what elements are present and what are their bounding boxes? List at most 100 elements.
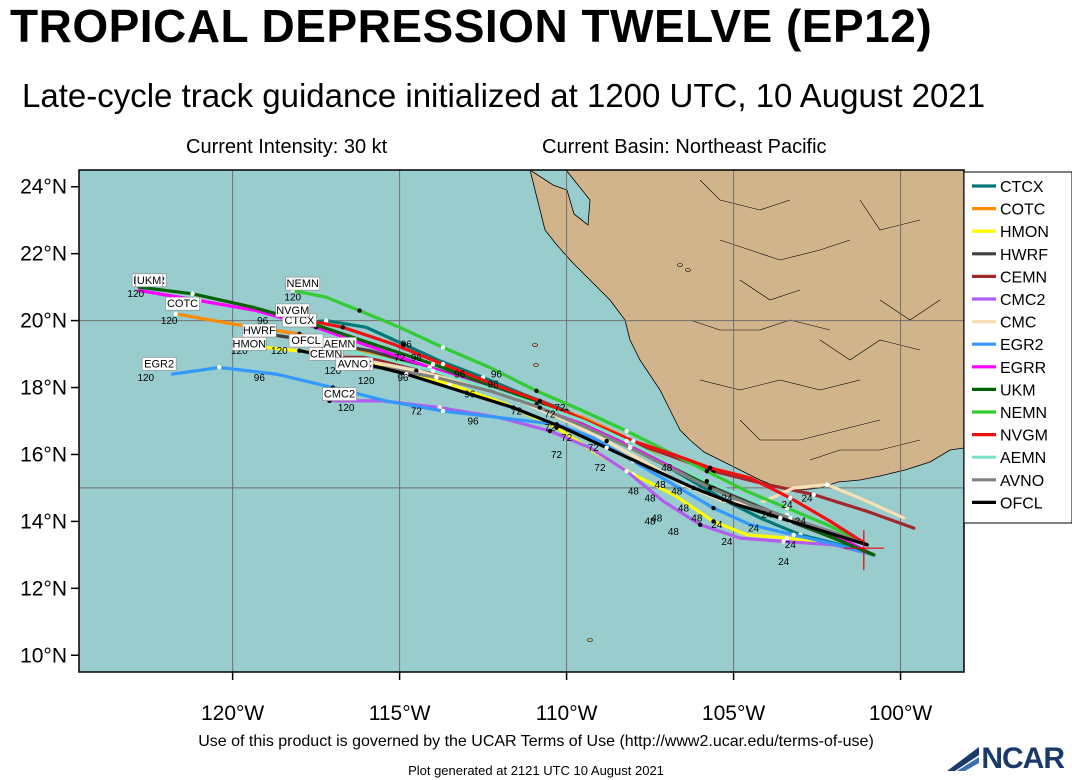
island-2 bbox=[532, 343, 538, 347]
model-label-cmc2: CMC2 bbox=[324, 389, 355, 401]
track-point-cmc bbox=[824, 482, 830, 487]
x-tick-label: 105°W bbox=[702, 702, 765, 725]
track-point-hmon bbox=[784, 535, 790, 541]
model-label-cotc: COTC bbox=[167, 298, 198, 310]
track-point-cmc2 bbox=[697, 522, 703, 527]
track-point-nvgm bbox=[788, 495, 793, 501]
track-point-cemn bbox=[811, 492, 816, 497]
track-point-aemn bbox=[430, 368, 436, 373]
legend-label-cemn: CEMN bbox=[1000, 269, 1047, 286]
track-point-cotc bbox=[173, 311, 179, 317]
model-label-ctcx: CTCX bbox=[284, 315, 315, 327]
track-point-ofcl bbox=[404, 371, 409, 377]
x-tick-label: 100°W bbox=[869, 702, 932, 725]
track-point-hmon bbox=[711, 519, 716, 524]
track-egr2 bbox=[170, 365, 876, 557]
track-point-nvgm bbox=[537, 398, 543, 404]
track-point-egr2 bbox=[440, 408, 446, 414]
legend-label-ofcl: OFCL bbox=[1000, 495, 1043, 512]
model-label-box-nvgm bbox=[275, 303, 311, 318]
hour-label: 24 bbox=[748, 523, 760, 534]
track-point-ctcx bbox=[400, 341, 406, 347]
legend-label-nemn: NEMN bbox=[1000, 405, 1047, 422]
hour-label: 96 bbox=[464, 390, 476, 401]
hour-label: 48 bbox=[655, 480, 667, 491]
y-tick-label: 20°N bbox=[20, 310, 67, 333]
y-tick-label: 12°N bbox=[20, 577, 67, 600]
hour-label: 120 bbox=[271, 346, 288, 357]
terms-of-use: Use of this product is governed by the U… bbox=[198, 733, 874, 750]
model-label-nvgm: NVGM bbox=[276, 305, 309, 317]
page-title: TROPICAL DEPRESSION TWELVE (EP12) bbox=[10, 0, 933, 52]
track-point-nvgm bbox=[340, 325, 346, 330]
track-point-ukm bbox=[190, 291, 195, 297]
hour-label: 120 bbox=[358, 376, 375, 387]
model-label-box-ofcl bbox=[288, 333, 324, 348]
model-label-box-egr2 bbox=[141, 357, 177, 371]
hour-label: 24 bbox=[721, 537, 733, 548]
ncar-logo-icon bbox=[947, 747, 980, 771]
track-point-cmc bbox=[414, 368, 419, 373]
legend-label-ukm: UKM bbox=[1000, 382, 1036, 399]
legend-label-cmc: CMC bbox=[1000, 315, 1036, 332]
model-label-egr2: EGR2 bbox=[144, 358, 174, 370]
y-tick-label: 16°N bbox=[20, 443, 67, 466]
axis-ticks bbox=[71, 185, 902, 680]
track-point-nvgm bbox=[440, 361, 446, 367]
hour-label: 24 bbox=[785, 540, 797, 551]
grid-lines bbox=[79, 170, 964, 672]
track-point-nemn bbox=[704, 469, 710, 474]
legend-label-egrr: EGRR bbox=[1000, 360, 1046, 377]
x-tick-label: 110°W bbox=[536, 702, 598, 725]
model-label-box-avno bbox=[335, 357, 371, 371]
track-point-aemn bbox=[704, 479, 710, 484]
hour-label: 96 bbox=[254, 373, 266, 384]
hour-label: 96 bbox=[454, 369, 466, 380]
legend-label-hmon: HMON bbox=[1000, 224, 1049, 241]
model-label-hwrf: HWRF bbox=[243, 325, 276, 337]
track-point-nemn bbox=[534, 388, 539, 394]
hour-label: 72 bbox=[561, 433, 573, 444]
y-tick-label: 18°N bbox=[20, 377, 67, 400]
track-point-egr2 bbox=[791, 532, 796, 537]
hour-label: 72 bbox=[588, 443, 600, 454]
hour-label: 96 bbox=[488, 380, 500, 391]
current-basin: Current Basin: Northeast Pacific bbox=[542, 136, 827, 158]
ncar-logo-text: NCAR bbox=[981, 742, 1065, 775]
hour-label: 24 bbox=[711, 520, 723, 531]
hour-label: 96 bbox=[257, 316, 269, 327]
model-label-box-nemn bbox=[285, 276, 321, 291]
hour-label: 72 bbox=[594, 463, 606, 474]
plot-generated: Plot generated at 2121 UTC 10 August 202… bbox=[408, 763, 664, 778]
hour-label: 120 bbox=[231, 346, 248, 357]
track-point-avno bbox=[707, 485, 713, 491]
track-point-ukm bbox=[430, 361, 436, 367]
legend-label-aemn: AEMN bbox=[1000, 450, 1046, 467]
hour-label: 72 bbox=[394, 353, 406, 364]
hour-label: 72 bbox=[554, 403, 566, 414]
island-3 bbox=[533, 363, 539, 367]
hour-label: 24 bbox=[795, 517, 807, 528]
y-tick-label: 24°N bbox=[20, 176, 67, 199]
track-point-avno bbox=[788, 515, 793, 521]
track-point-ofcl bbox=[778, 515, 783, 521]
x-tick-label: 120°W bbox=[201, 702, 264, 725]
track-point-nemn bbox=[624, 428, 629, 434]
track-point-egr2 bbox=[217, 365, 222, 370]
hour-label: 120 bbox=[324, 366, 341, 377]
model-label-ukm: UKM bbox=[137, 275, 161, 287]
model-labels: CTCXCOTCHMONHWRFCEMNCMC2CMCEGR2EGRRUKMNE… bbox=[131, 273, 374, 401]
island-1 bbox=[685, 268, 691, 272]
hour-label: 48 bbox=[691, 513, 703, 524]
model-label-cemn: CEMN bbox=[310, 348, 342, 360]
track-point-avno bbox=[627, 445, 633, 450]
model-label-box-hwrf bbox=[242, 323, 277, 338]
axis-labels: 120°W 115°W 110°W 105°W 100°W 10°N 12°N 14°N 16°… bbox=[20, 176, 932, 725]
model-label-aemn: AEMN bbox=[324, 338, 356, 350]
track-point-cmc bbox=[604, 438, 609, 444]
hour-label: 48 bbox=[668, 527, 680, 538]
hour-label: 24 bbox=[761, 510, 773, 521]
hour-label: 120 bbox=[161, 316, 178, 327]
initial-position-marker bbox=[843, 530, 884, 571]
